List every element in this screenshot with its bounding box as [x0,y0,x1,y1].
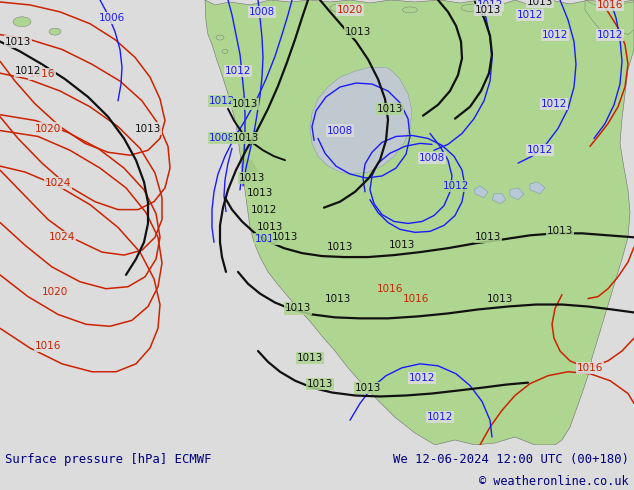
Text: 1013: 1013 [475,232,501,242]
Text: 1013: 1013 [232,99,258,109]
Text: 1012: 1012 [251,205,277,215]
Text: 1013: 1013 [135,123,161,134]
Text: 1016: 1016 [29,69,55,79]
Text: 1013: 1013 [307,379,333,389]
Text: 1016: 1016 [377,284,403,294]
Text: 1012: 1012 [517,10,543,20]
Text: 1013: 1013 [239,173,265,183]
Text: 1012: 1012 [477,0,503,10]
Text: 1008: 1008 [327,125,353,136]
Text: 1012: 1012 [427,412,453,422]
Text: 1013: 1013 [389,240,415,250]
Text: 1013: 1013 [345,26,371,37]
Text: 1013: 1013 [285,303,311,314]
Polygon shape [492,194,506,204]
Text: 1016: 1016 [35,341,61,351]
Text: 1012: 1012 [409,373,435,383]
Text: 1012: 1012 [443,181,469,191]
Text: 1012: 1012 [209,96,235,106]
Polygon shape [205,0,634,445]
Text: 1013: 1013 [355,383,381,392]
Text: 1012: 1012 [255,234,281,245]
Text: 1013: 1013 [233,133,259,144]
Text: 1013: 1013 [547,226,573,236]
Text: 1013: 1013 [297,353,323,363]
Text: 1016: 1016 [403,294,429,304]
Text: 1008: 1008 [249,7,275,17]
Text: 1006: 1006 [99,13,125,23]
Text: 1020: 1020 [42,287,68,296]
Ellipse shape [222,49,228,53]
Polygon shape [474,186,488,198]
Text: 1012: 1012 [527,145,553,155]
Text: 1013: 1013 [527,0,553,7]
Ellipse shape [216,35,224,40]
Text: 1012: 1012 [541,99,567,109]
Polygon shape [530,182,545,194]
Text: 1020: 1020 [35,123,61,134]
Polygon shape [310,67,412,174]
Polygon shape [510,188,524,200]
Text: 1013: 1013 [327,242,353,252]
Text: 1012: 1012 [15,66,41,76]
Text: 1012: 1012 [225,66,251,76]
Text: 1016: 1016 [597,0,623,10]
Text: 1012: 1012 [597,29,623,40]
Ellipse shape [49,28,61,35]
Text: 1013: 1013 [272,232,298,242]
Ellipse shape [330,4,350,12]
Ellipse shape [403,7,418,13]
Text: 1024: 1024 [49,232,75,242]
Text: 1013: 1013 [247,188,273,198]
Text: 1013: 1013 [487,294,513,304]
Text: 1013: 1013 [257,222,283,232]
Text: 1012: 1012 [542,29,568,40]
Text: 1008: 1008 [419,153,445,163]
Text: 1024: 1024 [45,178,71,188]
Text: © weatheronline.co.uk: © weatheronline.co.uk [479,475,629,489]
Text: 1020: 1020 [337,5,363,15]
Polygon shape [240,158,258,183]
Text: We 12-06-2024 12:00 UTC (00+180): We 12-06-2024 12:00 UTC (00+180) [393,453,629,466]
Text: 1013: 1013 [325,294,351,304]
Ellipse shape [461,4,479,11]
Text: 1013: 1013 [475,5,501,15]
Text: 1013: 1013 [5,37,31,47]
Ellipse shape [13,17,31,26]
Text: 1016: 1016 [577,363,603,373]
Polygon shape [585,0,634,35]
Text: Surface pressure [hPa] ECMWF: Surface pressure [hPa] ECMWF [5,453,212,466]
Text: 1008: 1008 [209,133,235,144]
Text: 1013: 1013 [377,104,403,114]
